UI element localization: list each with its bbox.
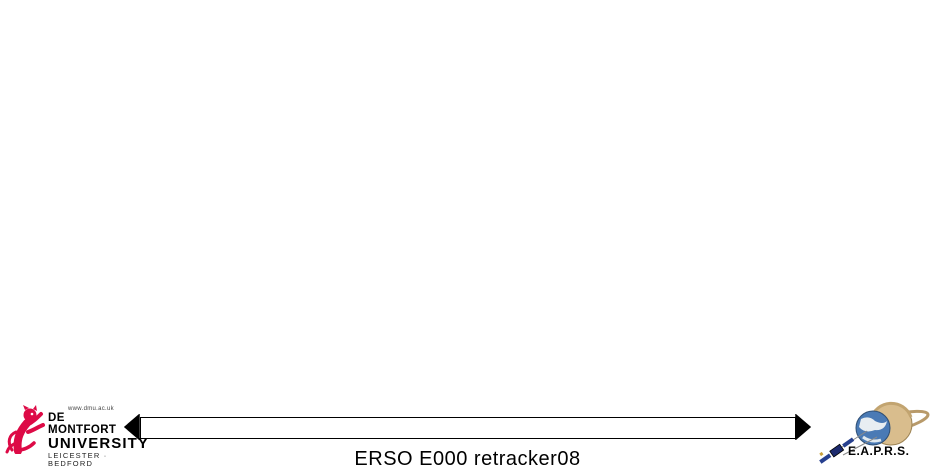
colorbar	[140, 417, 796, 439]
world-map-canvas	[66, 56, 865, 381]
eaprs-satellite-icon	[819, 437, 855, 464]
dmu-name-line2: UNIVERSITY	[48, 435, 150, 452]
eaprs-logo: E.A.P.R.S.	[815, 399, 933, 465]
dmu-url-text: www.dmu.ac.uk	[68, 406, 114, 412]
dmu-logo: www.dmu.ac.uk DE MONTFORT UNIVERSITY LEI…	[4, 404, 150, 467]
figure-title: ERSO E000 retracker08	[354, 448, 581, 470]
eaprs-label: E.A.P.R.S.	[848, 444, 910, 458]
dmu-tagline: LEICESTER · BEDFORD	[48, 451, 108, 468]
colorbar-left-arrow-icon	[124, 414, 140, 440]
dmu-lion-icon	[5, 405, 45, 454]
dmu-name-line1: DE MONTFORT	[48, 412, 117, 436]
colorbar-right-arrow-icon	[795, 414, 811, 440]
eaprs-planet-icon	[819, 401, 930, 464]
